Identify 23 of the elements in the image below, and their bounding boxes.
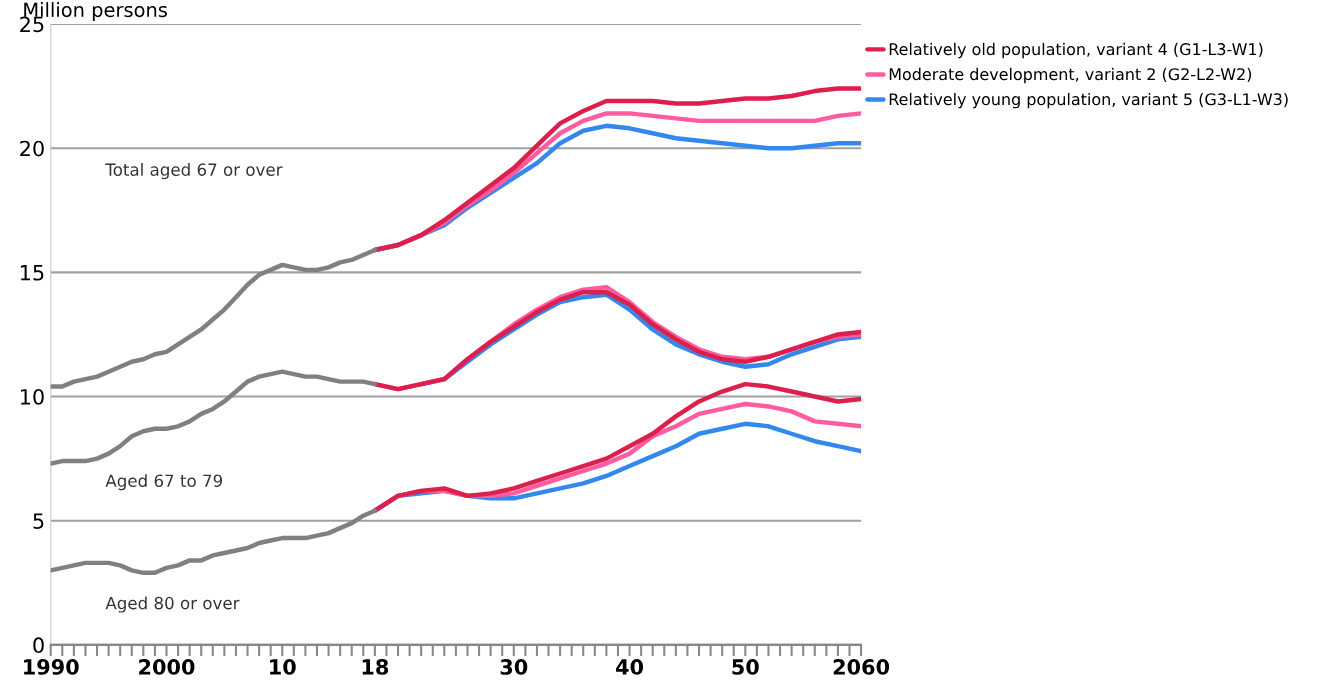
x-tick-label: 18 bbox=[362, 659, 389, 675]
legend-label: Moderate development, variant 2 (G2-L2-W2) bbox=[889, 67, 1252, 84]
x-tick-label: 2000 bbox=[139, 659, 195, 675]
x-tick-label: 30 bbox=[500, 659, 528, 675]
legend-label: Relatively young population, variant 5 (G3-L1-W3) bbox=[889, 92, 1288, 109]
x-tick-label: 2060 bbox=[833, 659, 890, 675]
annotation: Total aged 67 or over bbox=[105, 163, 283, 180]
annotation: Aged 67 to 79 bbox=[105, 474, 223, 491]
y-tick-label: 15 bbox=[20, 265, 44, 281]
legend-label: Relatively old population, variant 4 (G1-L3-W1) bbox=[889, 42, 1263, 59]
y-tick-label: 0 bbox=[33, 637, 44, 654]
line-series bbox=[50, 247, 378, 389]
x-tick-label: 40 bbox=[615, 659, 644, 675]
y-tick-label: 5 bbox=[33, 513, 44, 529]
x-tick-label: 50 bbox=[732, 659, 759, 675]
y-tick-label: 20 bbox=[20, 140, 44, 157]
line-series bbox=[372, 381, 862, 513]
annotation: Aged 80 or over bbox=[105, 596, 240, 613]
x-tick-label: 10 bbox=[270, 659, 296, 675]
y-tick-label: 10 bbox=[20, 388, 44, 405]
x-tick-label: 1990 bbox=[24, 659, 79, 675]
line-series bbox=[50, 508, 378, 576]
line-series bbox=[50, 369, 378, 466]
